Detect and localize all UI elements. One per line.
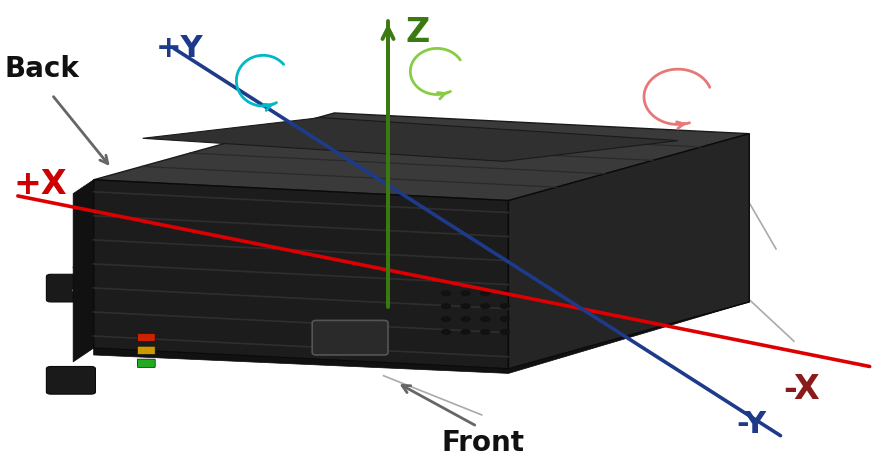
Circle shape (500, 304, 509, 308)
Circle shape (481, 317, 490, 321)
Polygon shape (508, 134, 749, 369)
Circle shape (500, 330, 509, 334)
Text: Back: Back (4, 55, 79, 83)
Circle shape (442, 291, 450, 296)
Circle shape (500, 317, 509, 321)
Text: -Y: -Y (736, 410, 766, 438)
Circle shape (461, 330, 470, 334)
Circle shape (481, 304, 490, 308)
Text: -X: -X (783, 373, 820, 406)
Circle shape (500, 291, 509, 296)
Circle shape (442, 304, 450, 308)
Circle shape (461, 304, 470, 308)
Polygon shape (73, 180, 94, 362)
Polygon shape (94, 302, 749, 373)
Polygon shape (143, 118, 678, 161)
Text: +Y: +Y (156, 34, 203, 63)
Text: Z: Z (406, 16, 430, 49)
Polygon shape (94, 113, 749, 201)
FancyBboxPatch shape (137, 346, 155, 355)
Circle shape (442, 317, 450, 321)
FancyBboxPatch shape (137, 333, 155, 342)
FancyBboxPatch shape (312, 320, 388, 355)
Circle shape (442, 330, 450, 334)
Circle shape (461, 317, 470, 321)
Circle shape (481, 330, 490, 334)
Polygon shape (94, 180, 508, 369)
FancyBboxPatch shape (46, 274, 95, 302)
Circle shape (481, 291, 490, 296)
FancyBboxPatch shape (46, 366, 95, 394)
Text: Front: Front (442, 429, 524, 456)
Circle shape (461, 291, 470, 296)
FancyBboxPatch shape (137, 359, 155, 367)
Text: +X: +X (13, 168, 67, 201)
